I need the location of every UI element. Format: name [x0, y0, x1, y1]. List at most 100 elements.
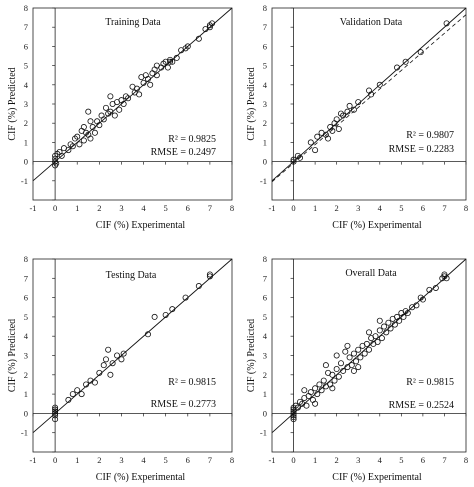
data-point — [337, 360, 344, 367]
data-point — [169, 306, 176, 313]
data-point — [443, 20, 450, 27]
x-tick-label: 5 — [164, 203, 168, 213]
data-point — [114, 352, 121, 359]
x-tick-label: 0 — [291, 455, 295, 465]
x-axis-label: CIF (%) Experimental — [332, 472, 422, 483]
data-point — [333, 366, 340, 373]
y-tick-label: 6 — [24, 293, 28, 303]
data-point — [162, 311, 169, 318]
data-point — [325, 135, 332, 142]
y-tick-label: -1 — [260, 176, 267, 186]
data-point — [89, 124, 96, 131]
data-point — [107, 108, 114, 115]
data-point — [320, 377, 327, 384]
y-tick-label: 8 — [24, 3, 28, 13]
data-point — [290, 408, 297, 415]
data-point — [69, 391, 76, 398]
data-point — [385, 319, 392, 326]
data-point — [105, 346, 112, 353]
data-point — [391, 321, 398, 328]
x-tick-label: 6 — [186, 203, 190, 213]
data-point — [74, 387, 81, 394]
y-tick-label: 4 — [263, 331, 268, 341]
data-point — [365, 329, 372, 336]
data-point — [144, 331, 151, 338]
data-point — [294, 404, 301, 411]
x-tick-label: 0 — [291, 203, 295, 213]
data-point — [396, 317, 403, 324]
y-axis-label: CIF (%) Predicted — [246, 319, 257, 392]
data-point — [329, 371, 336, 378]
data-point — [116, 106, 123, 113]
regression-dashed-line — [271, 14, 467, 183]
data-point — [120, 101, 127, 108]
y-tick-label: 4 — [24, 331, 29, 341]
data-point — [133, 85, 140, 92]
y-tick-label: 5 — [263, 61, 267, 71]
data-point — [107, 371, 114, 378]
data-point — [167, 58, 174, 65]
data-point — [329, 127, 336, 134]
data-point — [65, 147, 72, 154]
x-tick-label: -1 — [29, 203, 36, 213]
x-tick-label: 7 — [208, 203, 212, 213]
x-tick-label: 8 — [230, 455, 234, 465]
data-point — [381, 323, 388, 330]
x-tick-label: 4 — [378, 455, 383, 465]
data-point — [314, 133, 321, 140]
data-point — [357, 354, 364, 361]
r-squared-label: R² = 0.9807 — [406, 130, 454, 141]
x-tick-label: 3 — [356, 455, 360, 465]
data-point — [195, 35, 202, 42]
data-point — [195, 283, 202, 290]
data-point — [147, 81, 154, 88]
y-tick-label: 2 — [263, 118, 267, 128]
y-tick-label: 3 — [263, 351, 267, 361]
data-point — [312, 147, 319, 154]
data-point — [125, 95, 132, 102]
plot-frame — [32, 258, 233, 453]
x-axis-label: CIF (%) Experimental — [96, 220, 186, 231]
y-tick-label: 5 — [24, 61, 28, 71]
data-point — [331, 377, 338, 384]
y-tick-label: 4 — [24, 80, 29, 90]
data-point — [290, 156, 297, 163]
data-point — [107, 93, 114, 100]
y-tick-label: 1 — [263, 137, 267, 147]
data-point — [65, 396, 72, 403]
x-tick-label: 0 — [53, 455, 57, 465]
data-point — [52, 404, 59, 411]
data-point — [96, 369, 103, 376]
data-point — [80, 137, 87, 144]
x-tick-label: 2 — [335, 203, 339, 213]
data-point — [290, 410, 297, 417]
data-point — [96, 122, 103, 129]
y-tick-label: 7 — [24, 273, 28, 283]
data-point — [182, 294, 189, 301]
y-tick-label: 6 — [263, 293, 267, 303]
plot-frame — [271, 7, 467, 201]
data-point — [376, 81, 383, 88]
panel-title: Training Data — [105, 17, 161, 28]
data-point — [102, 356, 109, 363]
data-point — [140, 79, 147, 86]
y-tick-label: 4 — [263, 80, 268, 90]
data-point — [52, 410, 59, 417]
data-point — [138, 74, 145, 81]
data-point — [53, 160, 60, 167]
data-point — [350, 350, 357, 357]
y-tick-label: 0 — [263, 157, 267, 167]
panel-title: Validation Data — [340, 17, 403, 28]
y-tick-label: 6 — [263, 41, 267, 51]
data-point — [387, 325, 394, 332]
data-point — [363, 340, 370, 347]
data-point — [290, 416, 297, 423]
data-point — [72, 135, 79, 142]
panel-title: Overall Data — [345, 268, 397, 279]
y-tick-label: 2 — [24, 118, 28, 128]
x-tick-label: 3 — [356, 203, 360, 213]
scatter-panel-1: -1 0 1 2 3 4 5 6 7 8 -1 0 1 2 3 4 5 6 7 8 Training Data R² = … — [7, 3, 234, 231]
y-tick-label: 3 — [263, 99, 267, 109]
data-point — [136, 91, 143, 98]
data-point — [209, 20, 216, 27]
